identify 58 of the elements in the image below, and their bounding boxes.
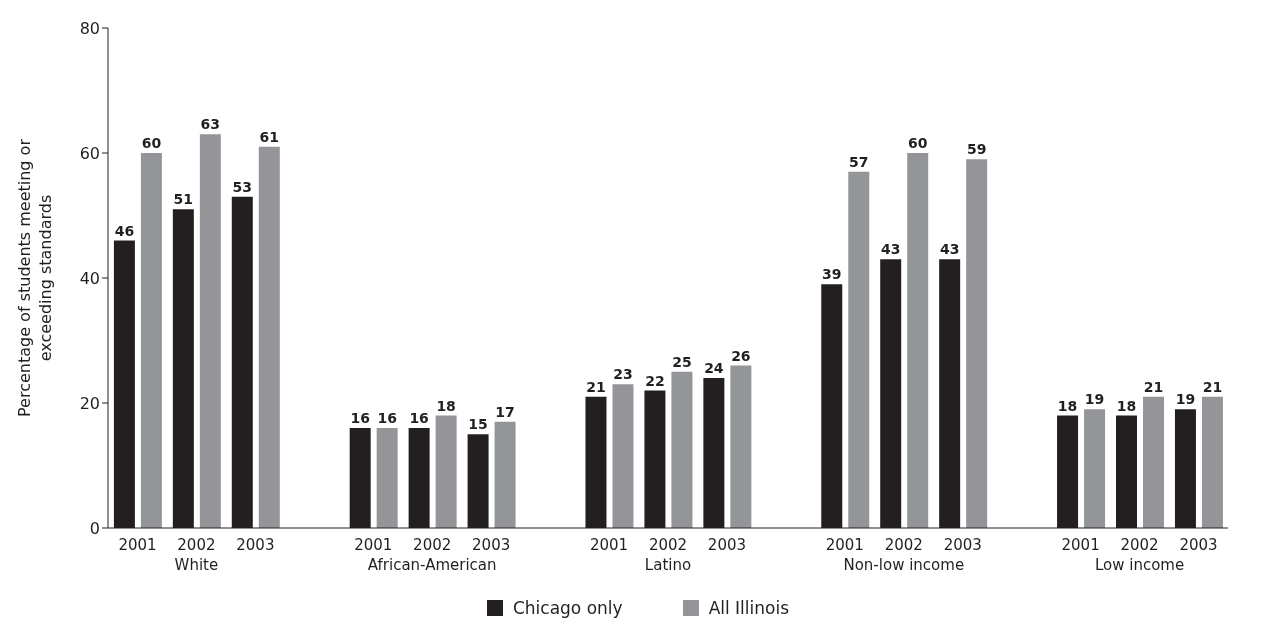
data-label: 53: [232, 178, 253, 195]
text: African-American: [367, 556, 497, 574]
data-label: 21: [586, 378, 606, 395]
data-label: 16: [409, 410, 429, 426]
data-label: 15: [468, 416, 488, 433]
y-tick-label: 20: [79, 393, 100, 413]
data-label: 21: [1202, 378, 1223, 395]
text: Latino: [644, 556, 692, 574]
data-label: 19: [1084, 391, 1105, 408]
data-label: 18: [436, 397, 456, 414]
data-label: 57: [849, 153, 869, 170]
data-label: 60: [907, 135, 928, 151]
text: Low income: [1094, 556, 1185, 574]
data-label: 46: [114, 222, 135, 239]
legend-label: Chicago only: [511, 598, 623, 618]
x-tick-label: 2001: [825, 536, 864, 554]
data-label: 22: [645, 372, 665, 389]
x-tick-label: 2003: [236, 536, 275, 554]
data-label: 25: [672, 353, 692, 370]
x-tick-label: 2001: [589, 536, 629, 554]
x-tick-label: 2002: [413, 536, 452, 554]
data-label: 63: [200, 116, 221, 133]
data-label: 51: [173, 191, 194, 208]
data-label: 24: [704, 360, 724, 376]
x-tick-label: 2003: [472, 536, 511, 554]
data-label: 21: [1143, 378, 1164, 395]
data-label: 17: [495, 403, 515, 420]
x-tick-label: 2003: [707, 536, 747, 554]
data-label: 59: [966, 141, 987, 158]
y-axis-title: Percentage of students meeting or exceeding standards: [15, 138, 55, 417]
y-tick-label: 60: [79, 143, 100, 163]
x-tick-label: 2001: [118, 536, 157, 554]
x-tick-label: 2003: [943, 536, 982, 554]
x-tick-label: 2001: [354, 536, 393, 554]
text: White: [174, 556, 219, 574]
x-tick-label: 2002: [177, 536, 216, 554]
data-label: 16: [350, 410, 370, 426]
data-label: 61: [259, 128, 280, 145]
x-tick-label: 2003: [1179, 536, 1218, 554]
data-label: 43: [880, 241, 901, 258]
x-tick-label: 2002: [1120, 536, 1159, 554]
text: Non-low income: [843, 556, 965, 574]
data-label: 19: [1175, 391, 1196, 408]
y-tick-label: 0: [89, 518, 100, 538]
data-label: 43: [939, 241, 960, 258]
x-tick-label: 2002: [648, 536, 688, 554]
legend-label: All Illinois: [707, 598, 790, 618]
x-tick-label: 2002: [884, 536, 923, 554]
y-tick-label: 40: [79, 268, 100, 288]
data-label: 60: [141, 135, 162, 151]
data-label: 16: [377, 410, 397, 426]
data-label: 39: [822, 266, 842, 283]
y-tick-label: 80: [79, 18, 100, 38]
x-tick-label: 2001: [1061, 536, 1100, 554]
data-label: 23: [613, 366, 633, 383]
data-label: 26: [731, 347, 751, 364]
data-label: 18: [1057, 397, 1078, 414]
data-label: 18: [1116, 397, 1137, 414]
